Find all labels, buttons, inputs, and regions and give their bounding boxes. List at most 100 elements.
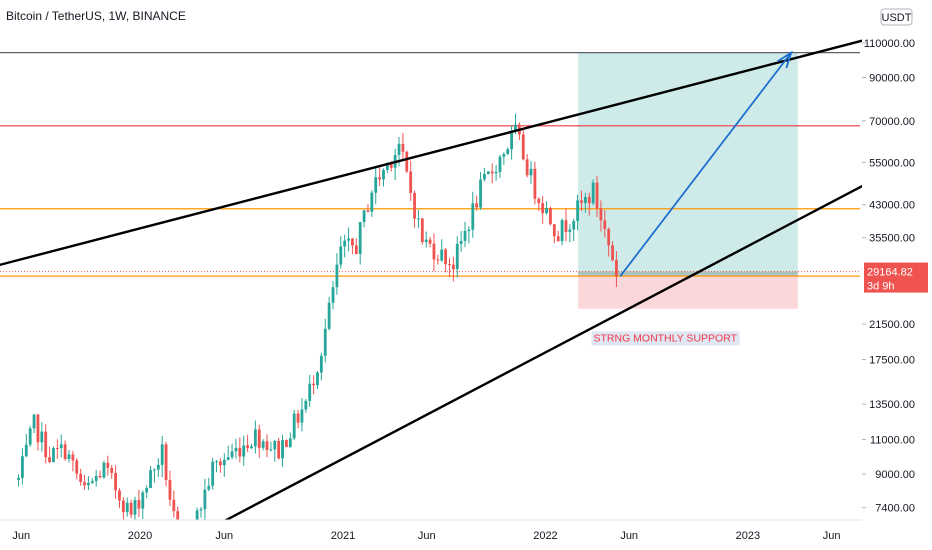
candle-body (164, 444, 168, 481)
time-tick-label: Jun (418, 530, 436, 542)
candle-body (583, 196, 587, 203)
price-tick-label: 55000.00 (869, 157, 915, 169)
candle-body (533, 168, 537, 199)
candle-body (331, 287, 335, 303)
candle-body (529, 168, 533, 176)
candle-body (121, 500, 125, 513)
candle-body (436, 259, 440, 261)
candle-body (226, 457, 230, 460)
price-tick-label: 9000.00 (875, 469, 915, 481)
candle-body (611, 245, 614, 261)
candle-body (160, 444, 164, 465)
candle-body (580, 200, 583, 203)
candle-body (59, 444, 63, 449)
currency-button-label: USDT (882, 12, 912, 24)
candle-body (67, 454, 71, 459)
price-tick-label: 90000.00 (869, 73, 915, 85)
time-tick-label: 2020 (128, 530, 152, 542)
candle-body (52, 448, 55, 463)
candle-body (94, 475, 98, 482)
candle-body (90, 481, 94, 483)
candle-body (246, 445, 250, 449)
candle-body (24, 444, 28, 457)
candle-body (296, 413, 300, 423)
trendline[interactable] (206, 174, 884, 532)
trendline[interactable] (0, 34, 883, 272)
candle-body (141, 492, 145, 509)
candle-body (17, 477, 20, 480)
candle-body (335, 264, 339, 288)
time-tick-label: Jun (823, 530, 841, 542)
time-axis-background (0, 520, 932, 550)
candle-body (490, 171, 494, 174)
price-tick-label: 13500.00 (869, 399, 915, 411)
projection-arrow-line[interactable] (619, 52, 792, 277)
time-tick-label: 2021 (331, 530, 355, 542)
candle-body (537, 198, 541, 204)
candle-body (87, 482, 90, 486)
candle-body (316, 372, 319, 386)
candle-body (257, 429, 261, 448)
candle-body (545, 207, 548, 214)
candle-body (125, 502, 129, 513)
candle-body (261, 441, 265, 448)
candle-body (114, 472, 117, 491)
candle-body (250, 446, 253, 449)
candle-body (48, 457, 51, 463)
candle-body (378, 177, 382, 180)
candle-body (591, 182, 595, 204)
candle-body (382, 169, 385, 180)
position-loss-zone[interactable] (578, 276, 798, 309)
candle-body (603, 220, 607, 230)
current-price-badge (864, 262, 928, 293)
candle-body (362, 210, 366, 223)
candle-body (102, 462, 106, 478)
candle-body (203, 489, 207, 510)
candle-body (358, 222, 362, 254)
time-tick-label: Jun (12, 530, 30, 542)
candle-body (514, 124, 517, 132)
candle-body (32, 414, 36, 429)
candle-body (440, 249, 444, 261)
candle-body (145, 488, 149, 493)
price-axis[interactable]: 110000.00 90000.00 70000.00 55000.00 43000.0… (862, 0, 932, 550)
countdown-label: 3d 9h (867, 281, 895, 293)
candle-body (288, 438, 292, 448)
candle-body (327, 302, 331, 329)
time-tick-label: 2022 (533, 530, 557, 542)
currency-button[interactable]: USDT (880, 8, 913, 26)
candle-body (55, 448, 59, 450)
candle-body (153, 469, 156, 471)
price-tick-label: 70000.00 (869, 116, 915, 128)
candle-body (401, 143, 405, 152)
price-tick-label: 35500.00 (869, 233, 915, 245)
annotation-label[interactable]: STRNG MONTHLY SUPPORT (591, 331, 740, 346)
projection-arrow-head (777, 50, 793, 69)
candle-body (417, 218, 420, 220)
annotation-background (591, 331, 740, 346)
candle-body (40, 431, 44, 443)
candle-body (281, 440, 284, 459)
candle-body (75, 460, 79, 474)
candle-body (219, 461, 222, 466)
candle-body (444, 249, 448, 265)
price-tick-label: 17500.00 (869, 355, 915, 367)
price-tick-label: 7400.00 (875, 503, 915, 515)
candle-body (502, 153, 506, 157)
candle-body (471, 203, 475, 230)
candle-body (63, 444, 67, 459)
candle-body (615, 260, 618, 276)
candle-body (506, 149, 510, 154)
price-tick-label: 11000.00 (870, 434, 915, 446)
candle-body (498, 156, 502, 172)
time-axis[interactable]: Jun 2020 Jun 2021 Jun 2022 Jun 2023 Jun (0, 519, 932, 550)
candle-body (79, 473, 83, 483)
time-tick-label: 2023 (736, 530, 760, 542)
candle-body (385, 163, 389, 170)
candle-body (110, 467, 114, 473)
candle-body (351, 238, 354, 246)
candle-body (483, 174, 486, 180)
candle-body (568, 229, 572, 232)
candle-body (564, 220, 568, 232)
